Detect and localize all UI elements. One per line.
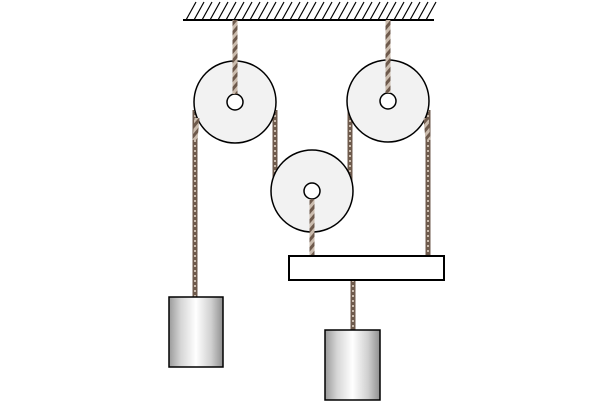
ceiling-hatch-line — [353, 1, 365, 21]
ceiling-hatch-line — [401, 1, 413, 21]
rope-right-edge-on-right-pulley — [423, 117, 431, 141]
ceiling-hatch-line — [265, 1, 277, 21]
cylinder-weight-icon-lower — [324, 329, 381, 401]
ceiling-hatch-line — [377, 1, 389, 21]
ceiling-hatch-line — [393, 1, 405, 21]
ceiling-hatch-line — [273, 1, 285, 21]
ceiling-hatch-line — [417, 1, 429, 21]
rope-left-edge-on-left-pulley — [192, 117, 200, 141]
ceiling-hatch-line — [345, 1, 357, 21]
pulley-axle — [379, 92, 397, 110]
ceiling-hatch-line — [385, 1, 397, 21]
pulley-axle — [303, 182, 321, 200]
ceiling-hatch-line — [241, 1, 253, 21]
ceiling-hatch-line — [321, 1, 333, 21]
ceiling-hatch-line — [329, 1, 341, 21]
ceiling-hatch-line — [289, 1, 301, 21]
rectangular-plank-icon — [288, 255, 445, 281]
ceiling-hatch-line — [257, 1, 269, 21]
ceiling-hatch-line — [297, 1, 309, 21]
pulley-axle — [226, 93, 244, 111]
ceiling-hatch-line — [313, 1, 325, 21]
ceiling-hatch-line — [201, 1, 213, 21]
ceiling-hatch-line — [409, 1, 421, 21]
ceiling-hatch-line — [361, 1, 373, 21]
ceiling-hatch-line — [233, 1, 245, 21]
hatched-ceiling-icon — [183, 1, 437, 21]
ceiling-hatch-line — [281, 1, 293, 21]
ceiling-hatch-line — [225, 1, 237, 21]
ceiling-hatch-line — [337, 1, 349, 21]
cylinder-weight-icon-left — [168, 296, 224, 368]
pulley-middle — [270, 149, 354, 233]
ceiling-hatch-line — [217, 1, 229, 21]
ceiling-hatch-line — [209, 1, 221, 21]
ceiling-hatch-line — [305, 1, 317, 21]
ceiling-hatch-line — [185, 1, 197, 21]
pulley-left — [193, 60, 277, 144]
ceiling-hatch-line — [369, 1, 381, 21]
ceiling-hatch-line — [425, 1, 437, 21]
ceiling-hatch-line — [249, 1, 261, 21]
ceiling-hatch-line — [193, 1, 205, 21]
